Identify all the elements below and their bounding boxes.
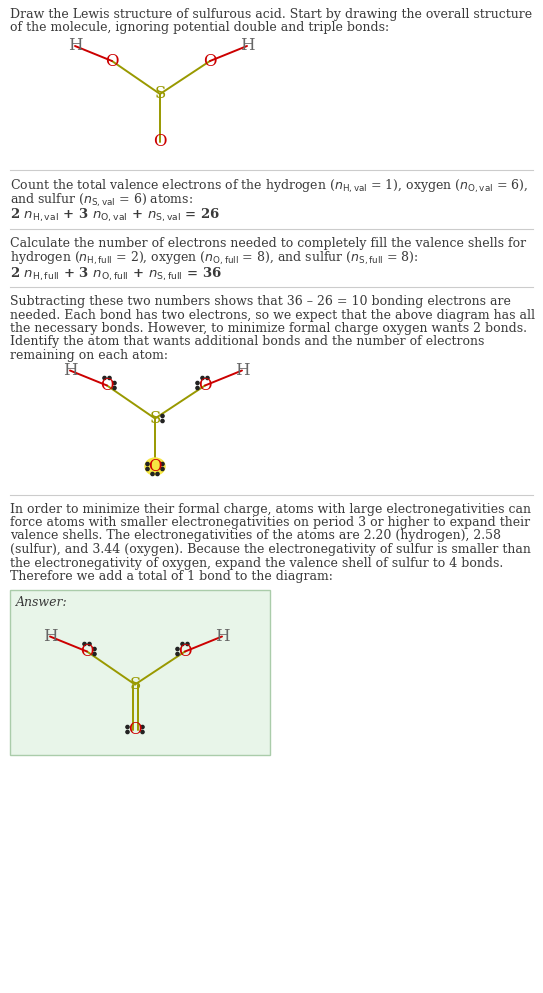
Circle shape [156, 473, 159, 476]
Circle shape [103, 376, 106, 379]
Text: force atoms with smaller electronegativities on period 3 or higher to expand the: force atoms with smaller electronegativi… [10, 516, 530, 529]
Text: the necessary bonds. However, to minimize formal charge oxygen wants 2 bonds.: the necessary bonds. However, to minimiz… [10, 322, 527, 335]
Circle shape [181, 642, 184, 645]
Circle shape [201, 376, 204, 379]
Text: O: O [178, 643, 192, 660]
Circle shape [93, 647, 96, 650]
Text: and sulfur ($n_\mathrm{S,val}$ = 6) atoms:: and sulfur ($n_\mathrm{S,val}$ = 6) atom… [10, 192, 193, 209]
Text: Calculate the number of electrons needed to completely fill the valence shells f: Calculate the number of electrons needed… [10, 236, 526, 249]
Text: O: O [153, 133, 167, 151]
Text: H: H [214, 628, 229, 645]
Circle shape [146, 468, 149, 471]
Circle shape [196, 381, 199, 384]
Circle shape [93, 652, 96, 655]
Text: O: O [198, 377, 212, 394]
Text: needed. Each bond has two electrons, so we expect that the above diagram has all: needed. Each bond has two electrons, so … [10, 309, 535, 322]
Text: Count the total valence electrons of the hydrogen ($n_\mathrm{H,val}$ = 1), oxyg: Count the total valence electrons of the… [10, 178, 528, 196]
Text: S: S [154, 85, 166, 102]
Circle shape [151, 473, 154, 476]
Circle shape [141, 731, 144, 734]
Circle shape [141, 726, 144, 729]
Text: Identify the atom that wants additional bonds and the number of electrons: Identify the atom that wants additional … [10, 336, 484, 349]
Text: O: O [148, 458, 162, 475]
Text: Subtracting these two numbers shows that 36 – 26 = 10 bonding electrons are: Subtracting these two numbers shows that… [10, 295, 511, 308]
Text: of the molecule, ignoring potential double and triple bonds:: of the molecule, ignoring potential doub… [10, 22, 389, 35]
Text: H: H [62, 362, 77, 379]
Text: remaining on each atom:: remaining on each atom: [10, 349, 168, 362]
Text: Therefore we add a total of 1 bond to the diagram:: Therefore we add a total of 1 bond to th… [10, 570, 333, 583]
Circle shape [161, 414, 164, 418]
Text: 2 $n_\mathrm{H,full}$ + 3 $n_\mathrm{O,full}$ + $n_\mathrm{S,full}$ = 36: 2 $n_\mathrm{H,full}$ + 3 $n_\mathrm{O,f… [10, 265, 222, 283]
Circle shape [108, 376, 111, 379]
Text: In order to minimize their formal charge, atoms with large electronegativities c: In order to minimize their formal charge… [10, 502, 531, 515]
Circle shape [126, 726, 129, 729]
Circle shape [206, 376, 209, 379]
Circle shape [113, 381, 116, 384]
Text: O: O [128, 721, 142, 738]
Text: the electronegativity of oxygen, expand the valence shell of sulfur to 4 bonds.: the electronegativity of oxygen, expand … [10, 556, 503, 570]
Text: 2 $n_\mathrm{H,val}$ + 3 $n_\mathrm{O,val}$ + $n_\mathrm{S,val}$ = 26: 2 $n_\mathrm{H,val}$ + 3 $n_\mathrm{O,va… [10, 207, 220, 224]
Circle shape [126, 731, 129, 734]
Circle shape [113, 386, 116, 389]
FancyBboxPatch shape [10, 590, 270, 755]
Text: O: O [100, 377, 113, 394]
Ellipse shape [145, 458, 165, 475]
Text: valence shells. The electronegativities of the atoms are 2.20 (hydrogen), 2.58: valence shells. The electronegativities … [10, 529, 501, 542]
Text: hydrogen ($n_\mathrm{H,full}$ = 2), oxygen ($n_\mathrm{O,full}$ = 8), and sulfur: hydrogen ($n_\mathrm{H,full}$ = 2), oxyg… [10, 250, 419, 267]
Circle shape [176, 647, 179, 650]
Text: H: H [239, 38, 254, 55]
Text: H: H [68, 38, 83, 55]
Text: H: H [235, 362, 249, 379]
Circle shape [146, 463, 149, 466]
Text: S: S [129, 676, 141, 693]
Circle shape [186, 642, 189, 645]
Text: (sulfur), and 3.44 (oxygen). Because the electronegativity of sulfur is smaller : (sulfur), and 3.44 (oxygen). Because the… [10, 543, 531, 556]
Circle shape [176, 652, 179, 655]
Text: Draw the Lewis structure of sulfurous acid. Start by drawing the overall structu: Draw the Lewis structure of sulfurous ac… [10, 8, 532, 21]
Text: Answer:: Answer: [16, 596, 68, 609]
Text: O: O [105, 53, 119, 70]
Circle shape [161, 419, 164, 423]
Circle shape [83, 642, 86, 645]
Text: O: O [203, 53, 217, 70]
Circle shape [161, 463, 164, 466]
Circle shape [161, 468, 164, 471]
Circle shape [196, 386, 199, 389]
Text: H: H [43, 628, 58, 645]
Text: S: S [149, 410, 161, 427]
Circle shape [88, 642, 91, 645]
Text: O: O [80, 643, 94, 660]
